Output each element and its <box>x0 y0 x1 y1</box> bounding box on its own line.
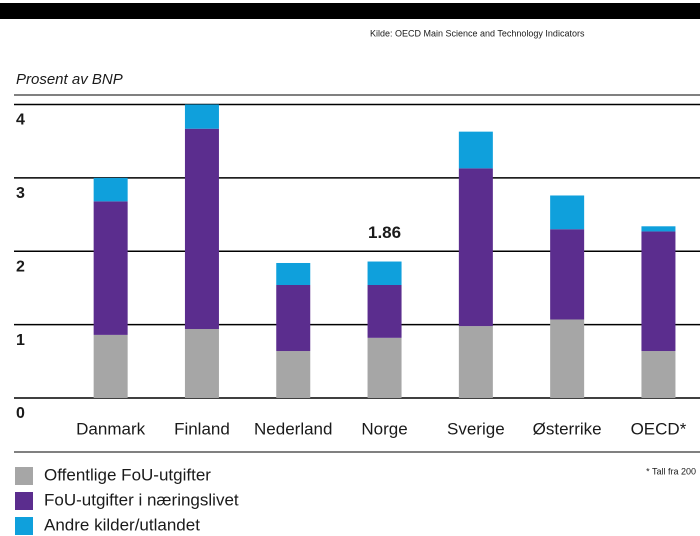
x-tick-label: Sverige <box>447 419 505 438</box>
bar-segment <box>458 131 493 169</box>
legend-swatch <box>15 517 33 535</box>
bar-segment <box>276 262 311 286</box>
bar-segment <box>276 351 311 398</box>
x-tick-label: Norge <box>361 419 407 438</box>
bar-segment <box>93 334 128 398</box>
legend-swatch <box>15 492 33 510</box>
source: Kilde: OECD Main Science and Technology … <box>370 28 585 38</box>
y-tick-label: 4 <box>16 112 25 129</box>
bar-segment <box>184 128 219 330</box>
bar-segment <box>458 326 493 398</box>
legend-swatch <box>15 467 33 485</box>
y-axis-label: Prosent av BNP <box>16 71 123 88</box>
bar-segment <box>93 177 128 202</box>
bar-segment <box>550 195 585 230</box>
bar-segment <box>184 104 219 129</box>
bar-segment <box>458 168 493 327</box>
x-tick-label: Danmark <box>76 419 145 438</box>
bar-segment <box>184 329 219 398</box>
bar-segment <box>641 351 676 398</box>
bar-segment <box>276 285 311 352</box>
annotation: 1.86 <box>368 223 401 242</box>
bar-segment <box>93 201 128 335</box>
x-tick-label: Finland <box>174 419 230 438</box>
bar-segment <box>550 229 585 320</box>
bar-segment <box>641 231 676 352</box>
legend-label: FoU-utgifter i næringslivet <box>44 490 239 509</box>
y-tick-label: 2 <box>16 258 25 275</box>
bar-segment <box>641 226 676 232</box>
bar-segment <box>550 319 585 398</box>
legend-label: Andre kilder/utlandet <box>44 515 200 534</box>
x-tick-label: Østerrike <box>533 419 602 438</box>
x-tick-label: Nederland <box>254 419 332 438</box>
bar-segment <box>367 261 402 286</box>
bar-segment <box>367 285 402 338</box>
y-tick-label: 0 <box>16 405 25 422</box>
y-tick-label: 3 <box>16 185 25 202</box>
y-tick-label: 1 <box>16 332 25 349</box>
footnote: * Tall fra 200 <box>646 466 696 476</box>
legend-label: Offentlige FoU-utgifter <box>44 465 211 484</box>
bar-segment <box>367 337 402 398</box>
x-tick-label: OECD* <box>631 419 687 438</box>
top-rule <box>0 3 700 19</box>
